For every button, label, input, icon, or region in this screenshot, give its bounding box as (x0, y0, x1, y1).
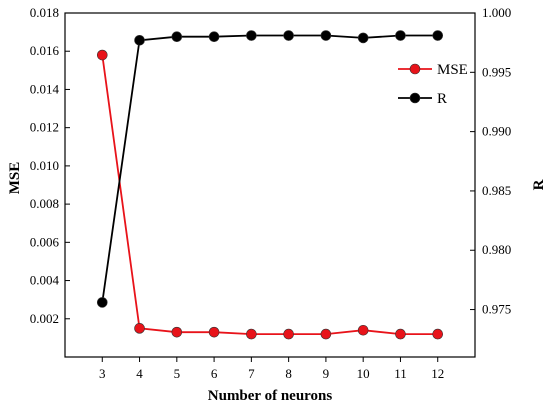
left-y-tick-label: 0.012 (30, 120, 59, 135)
right-y-tick-label: 1.000 (482, 5, 511, 20)
series-point-mse (432, 328, 444, 340)
x-tick-label: 8 (285, 366, 292, 381)
left-y-tick-label: 0.018 (30, 5, 59, 20)
x-tick-label: 10 (357, 366, 370, 381)
plot-frame (64, 12, 476, 358)
x-axis-title: Number of neurons (208, 388, 333, 404)
x-tick-label: 11 (394, 366, 407, 381)
series-point-r (283, 30, 294, 41)
chart-series (96, 30, 444, 340)
left-y-tick-label: 0.008 (30, 196, 59, 211)
left-y-tick-label: 0.016 (30, 43, 60, 58)
left-y-tick-label: 0.006 (30, 234, 60, 249)
chart-axes (64, 12, 476, 358)
x-tick-label: 3 (99, 366, 106, 381)
right-y-axis-title: R (531, 179, 547, 190)
legend-label-mse: MSE (437, 62, 468, 78)
series-point-mse (395, 328, 406, 340)
series-point-mse (357, 324, 369, 336)
x-tick-label: 7 (248, 366, 255, 381)
series-point-mse (208, 326, 220, 338)
right-y-tick-label: 0.975 (482, 302, 511, 317)
x-tick-label: 12 (431, 366, 444, 381)
series-point-mse (171, 326, 183, 338)
left-y-tick-label: 0.002 (30, 311, 59, 326)
series-point-r (357, 32, 369, 44)
left-y-axis-title: MSE (7, 162, 23, 195)
series-point-r (134, 34, 145, 46)
left-y-tick-label: 0.010 (30, 158, 59, 173)
right-y-tick-label: 0.995 (482, 64, 511, 79)
series-point-r (246, 30, 257, 41)
legend-label-r: R (437, 91, 447, 107)
series-point-r (96, 297, 108, 308)
right-y-tick-label: 0.990 (482, 124, 511, 139)
series-point-r (208, 31, 220, 43)
legend-marker-mse (409, 63, 421, 75)
series-line-mse (101, 54, 438, 336)
series-point-r (320, 30, 332, 41)
left-y-tick-label: 0.014 (30, 81, 60, 96)
series-line-r (101, 34, 438, 303)
series-point-r (432, 30, 444, 41)
series-point-r (395, 30, 406, 41)
right-y-tick-label: 0.980 (482, 242, 511, 257)
x-tick-label: 4 (136, 366, 143, 381)
x-tick-label: 9 (323, 366, 330, 381)
series-point-mse (320, 328, 332, 340)
series-point-mse (246, 328, 257, 340)
series-point-r (171, 31, 183, 43)
series-point-mse (134, 323, 145, 334)
right-y-tick-label: 0.985 (482, 183, 511, 198)
series-point-mse (283, 328, 294, 340)
x-tick-label: 5 (174, 366, 181, 381)
x-tick-label: 6 (211, 366, 218, 381)
chart-ticks: 3 4 5 6 7 8 9 10 11 12 0.002 0.004 0.006 0.008 0.010 0.… (30, 5, 512, 381)
left-y-tick-label: 0.004 (30, 273, 60, 288)
legend-marker-r (409, 92, 421, 104)
series-point-mse (96, 49, 108, 61)
chart-legend: MSE R (398, 62, 468, 107)
